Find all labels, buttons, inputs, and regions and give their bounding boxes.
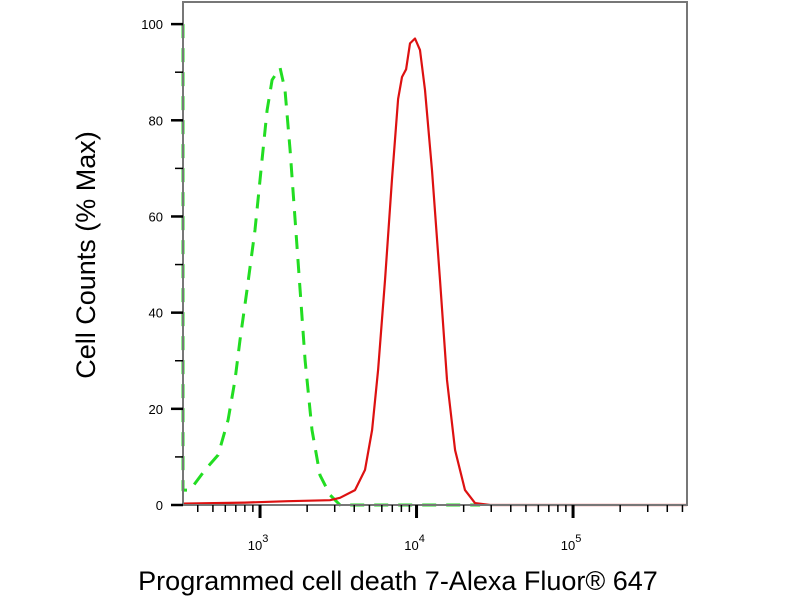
y-axis: 0 20 40 60 80 100 [141,17,183,513]
x-tick-exponent: 5 [575,533,581,545]
x-axis: 103 104 105 [196,505,684,553]
plot-frame [182,1,688,506]
x-tick-base: 10 [404,538,418,553]
x-tick-label: 105 [561,533,582,553]
y-tick-label: 60 [149,209,163,224]
y-tick-label: 40 [149,306,163,321]
x-tick-label: 103 [248,533,269,553]
y-axis-title: Cell Counts (% Max) [71,131,101,379]
x-tick-exponent: 4 [419,533,425,545]
series-line-1 [181,24,481,507]
y-tick-label: 80 [149,113,163,128]
x-tick-base: 10 [561,538,575,553]
series-line-2 [182,37,687,507]
y-tick-label: 20 [149,402,163,417]
y-tick-label: 100 [141,17,163,32]
x-tick-label: 104 [404,533,425,553]
y-tick-label: 0 [156,498,163,513]
x-axis-title: Programmed cell death 7-Alexa Fluor® 647 [138,566,658,596]
x-tick-exponent: 3 [262,533,268,545]
x-tick-base: 10 [248,538,262,553]
series-layer [181,24,687,507]
